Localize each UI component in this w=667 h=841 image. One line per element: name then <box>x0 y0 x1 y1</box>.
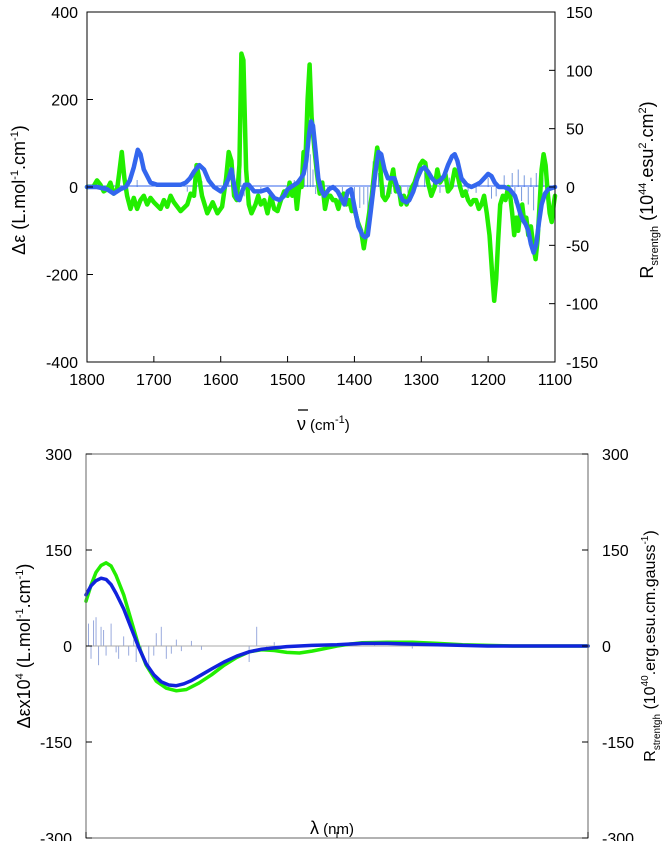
x-tick-label: 1700 <box>136 372 172 389</box>
top-y2-ticks: 150 100 50 0 -50 -100 -150 <box>549 5 598 372</box>
x-tick-label: 1200 <box>470 372 506 389</box>
bottom-x-ticks: 190290390 <box>85 832 589 838</box>
top-x-ticks: 1800 1700 1600 1500 1400 1300 1200 1100 <box>69 356 572 389</box>
top-x-label-main: ν <box>297 414 306 434</box>
y-tick-label: 200 <box>51 93 78 110</box>
y-tick-label: 150 <box>45 543 72 560</box>
y-tick-label: -200 <box>46 268 78 285</box>
svg-text:ν(cm-1): ν (cm-1) <box>297 414 350 434</box>
x-tick-label: 1800 <box>69 372 105 389</box>
y2-tick-label: 150 <box>566 5 593 22</box>
calculated-spectrum-line <box>84 119 558 255</box>
y-tick-label: -300 <box>40 831 72 841</box>
bottom-y-ticks: 300 150 0 -150 -300 <box>40 447 92 841</box>
y-tick-label: 0 <box>69 180 78 197</box>
bottom-series-lines <box>84 561 590 693</box>
y2-tick-label: -50 <box>566 238 589 255</box>
top-x-label-sup: -1 <box>335 414 345 426</box>
y-tick-label: 400 <box>51 5 78 22</box>
x-tick-label: 1100 <box>538 372 573 389</box>
y2-tick-label: -150 <box>602 735 634 752</box>
x-tick-label: 1300 <box>403 372 439 389</box>
top-x-axis-label: ν (cm-1) <box>297 409 350 434</box>
top-x-label-unit: (cm <box>310 417 335 434</box>
y2-tick-label: -300 <box>602 831 634 841</box>
bottom-y2-axis-label: Rstrentgh (1040.erg.esu.cm.gauss-1) <box>640 530 663 761</box>
y2-tick-label: -150 <box>566 355 598 372</box>
top-y2-axis-label: Rstrentgh (1044.esu2.cm2) <box>637 101 661 278</box>
experimental-spectrum-line <box>84 51 558 304</box>
y-tick-label: 300 <box>45 447 72 464</box>
y2-tick-label: 50 <box>566 122 584 139</box>
top-series-lines <box>84 51 558 304</box>
y-tick-label: -150 <box>40 735 72 752</box>
bottom-y2-ticks: 300 150 0 -150 -300 <box>582 447 634 841</box>
y2-tick-label: 300 <box>602 447 629 464</box>
y-tick-label: -400 <box>46 355 78 372</box>
x-tick-label: 1500 <box>270 372 306 389</box>
calculated-spectrum-line <box>84 576 590 688</box>
y2-tick-label: 100 <box>566 63 593 80</box>
y-tick-label: 0 <box>63 639 72 656</box>
bottom-uv-ecd-chart: 190290390 300 150 0 -150 -300 300 150 0 -150 -30… <box>14 447 663 841</box>
x-tick-label: 1600 <box>203 372 239 389</box>
y2-tick-label: 0 <box>602 639 611 656</box>
top-y-ticks: 400 200 0 -200 -400 <box>46 5 93 372</box>
top-x-label-close: ) <box>345 417 350 434</box>
bottom-y-axis-label: Δεx104 (L.mol-1.cm-1) <box>14 564 34 729</box>
y2-tick-label: 0 <box>566 180 575 197</box>
x-tick-label: 1400 <box>337 372 373 389</box>
top-y-axis-label: Δε (L.mol-1.cm-1) <box>9 125 29 255</box>
y2-tick-label: 150 <box>602 543 629 560</box>
y2-tick-label: -100 <box>566 297 598 314</box>
bottom-x-axis-label: λ (nm) <box>310 818 354 838</box>
top-ir-vcd-chart: 1800 1700 1600 1500 1400 1300 1200 1100 4002000… <box>9 5 661 434</box>
